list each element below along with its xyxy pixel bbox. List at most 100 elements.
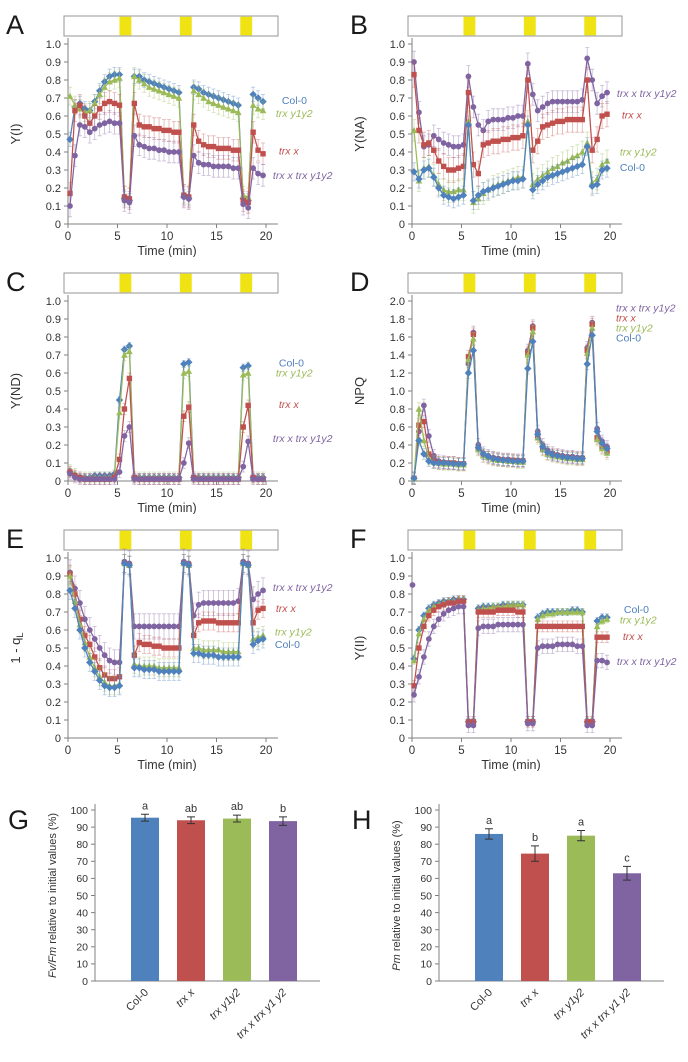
series-label-trx-y1y2: trx y1y2	[276, 368, 313, 380]
data-point-marker	[245, 204, 252, 211]
data-point-marker	[146, 641, 152, 648]
data-point-marker	[425, 164, 433, 172]
data-point-marker	[161, 476, 167, 483]
data-point-marker	[165, 90, 173, 98]
panel-g-fvfm-bars: G 0 10 20 30 40 50 60 70 80 90 100 Fv/Fm relative to…	[0, 771, 344, 1062]
y-tick-label: 0.7	[46, 350, 61, 362]
data-point-marker	[421, 142, 427, 148]
bar-trx-x	[521, 845, 549, 981]
x-axis-title: Time (min)	[137, 758, 196, 771]
data-point-marker	[214, 653, 223, 661]
data-point-marker	[131, 72, 138, 80]
data-point-marker	[72, 152, 78, 159]
series-label-trx-x: trx x	[276, 603, 297, 615]
series-label-trx-y1y2: trx y1y2	[276, 108, 313, 120]
data-point-marker	[116, 120, 123, 127]
y-tick-label: 0.6	[390, 422, 405, 434]
error-bars	[68, 345, 265, 484]
data-point-marker	[480, 142, 486, 148]
data-point-marker	[499, 456, 507, 464]
series-label-trx-x: trx x	[616, 313, 637, 325]
data-point-marker	[235, 147, 241, 153]
significance-letter: a	[486, 815, 493, 827]
data-point-marker	[603, 444, 611, 453]
data-point-marker	[71, 101, 79, 108]
x-axis-title: Time (min)	[481, 758, 540, 771]
y-tick-label: 0.6	[46, 111, 61, 123]
bar-trx-x	[177, 816, 205, 981]
x-tick-label: 20	[260, 745, 273, 757]
data-point-marker	[205, 98, 212, 105]
x-tick-label: 10	[161, 488, 174, 500]
data-point-marker	[166, 476, 172, 483]
series-label-trx-y1y2: trx y1y2	[620, 147, 657, 159]
data-point-marker	[215, 646, 222, 653]
y-tick-label: 0.4	[46, 404, 61, 416]
panel-letter: E	[6, 524, 24, 554]
x-tick-label: 0	[409, 231, 415, 243]
data-point-marker	[141, 641, 147, 648]
data-point-marker	[176, 129, 182, 135]
data-point-marker	[92, 113, 98, 119]
data-point-marker	[559, 118, 566, 125]
data-point-marker	[559, 159, 566, 166]
data-point-marker	[131, 132, 138, 139]
data-point-marker	[210, 476, 217, 483]
data-point-marker	[420, 166, 428, 174]
data-point-marker	[464, 121, 473, 129]
data-point-marker	[554, 608, 561, 615]
data-point-marker	[504, 601, 512, 608]
data-point-marker	[470, 331, 477, 337]
x-tick-label: 20	[260, 231, 273, 243]
data-point-marker	[579, 623, 585, 630]
data-point-marker	[559, 623, 566, 630]
data-point-marker	[459, 460, 468, 468]
data-point-marker	[235, 165, 242, 172]
y-tick-label: 0.3	[46, 422, 61, 434]
y-tick-label: 10	[420, 959, 432, 971]
data-point-marker	[155, 664, 163, 671]
data-point-marker	[564, 98, 571, 105]
data-point-marker	[549, 164, 556, 171]
data-point-marker	[146, 145, 153, 152]
data-point-marker	[599, 634, 605, 640]
x-tick-label: 0	[65, 488, 71, 500]
data-point-marker	[445, 600, 452, 606]
data-point-marker	[101, 120, 108, 127]
series-label-trx-y1y2: trx y1y2	[620, 615, 657, 627]
data-point-marker	[465, 356, 472, 363]
data-point-marker	[67, 190, 73, 197]
data-point-marker	[81, 644, 89, 652]
y-tick-label: 1.0	[390, 39, 405, 51]
data-point-marker	[579, 643, 586, 650]
data-point-marker	[135, 72, 143, 81]
data-point-marker	[86, 107, 94, 114]
data-point-marker	[593, 622, 601, 630]
data-point-marker	[81, 123, 88, 130]
high-light-segment	[179, 530, 192, 550]
data-point-marker	[230, 147, 237, 153]
series-line	[69, 120, 264, 209]
x-tick-label: 15	[210, 231, 223, 243]
y-tick-label: 0.5	[390, 643, 405, 655]
data-point-marker	[92, 654, 98, 660]
data-point-marker	[126, 424, 133, 430]
light-treatment-bar	[63, 15, 279, 37]
data-point-marker	[410, 168, 418, 176]
data-point-marker	[136, 623, 143, 630]
data-point-marker	[579, 116, 585, 123]
data-point-marker	[440, 610, 447, 617]
data-point-marker	[539, 623, 546, 630]
data-point-marker	[431, 607, 437, 613]
series-line	[413, 598, 607, 723]
data-point-marker	[205, 161, 212, 168]
data-point-marker	[584, 77, 590, 83]
data-point-marker	[220, 103, 227, 110]
x-tick-label: 20	[604, 231, 617, 243]
data-point-marker	[455, 603, 462, 610]
data-point-marker	[500, 136, 506, 143]
data-point-marker	[490, 116, 497, 123]
data-point-marker	[260, 605, 266, 612]
y-tick-label: 90	[76, 822, 88, 834]
bar-col-0	[475, 828, 503, 981]
